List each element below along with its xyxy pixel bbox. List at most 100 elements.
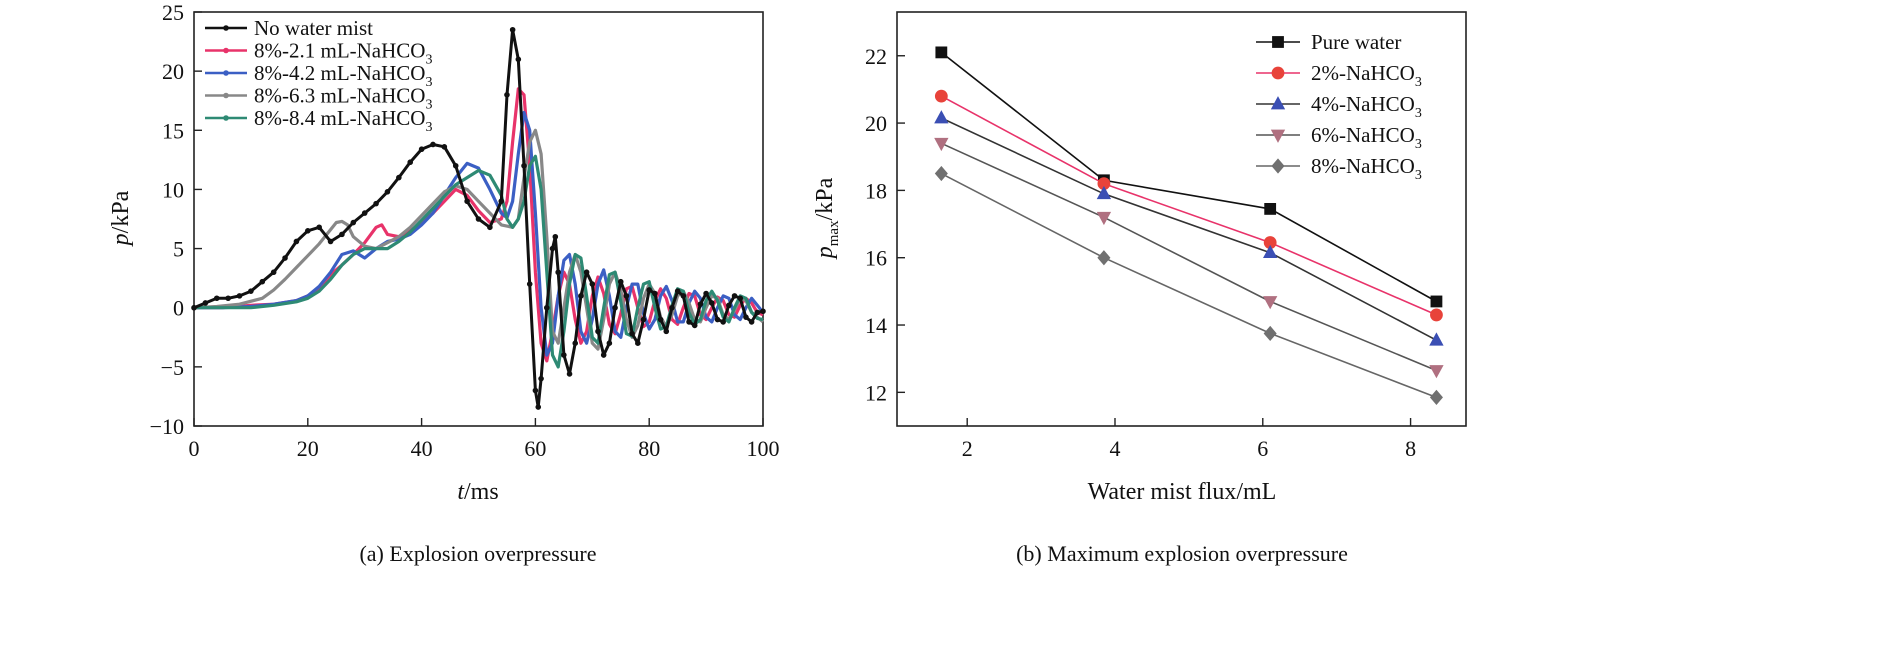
panel-b-y-axis-title: pmax/kPa bbox=[812, 177, 842, 260]
panel-a-data-point bbox=[441, 144, 448, 150]
panel-a-data-point bbox=[697, 301, 704, 307]
a-x-tick-label: 100 bbox=[747, 436, 780, 461]
panel-a-legend-label: 8%-6.3 mL-NaHCO3 bbox=[254, 84, 432, 113]
b-y-tick-label: 16 bbox=[865, 246, 887, 271]
panel-a-series-line bbox=[194, 110, 765, 357]
panel-b-legend-marker bbox=[1271, 158, 1285, 174]
panel-a-data-point bbox=[635, 340, 641, 347]
panel-a-series-1 bbox=[191, 26, 766, 410]
a-x-tick-label: 60 bbox=[524, 436, 546, 461]
panel-b-data-point bbox=[1429, 365, 1444, 379]
panel-a-data-point bbox=[418, 146, 425, 153]
panel-b-y-ticks: 12 14 16 18 20 22 bbox=[865, 44, 905, 405]
panel-a-data-point bbox=[191, 304, 197, 311]
a-y-tick-label: 0 bbox=[173, 296, 184, 321]
panel-a-legend-label: 8%-2.1 mL-NaHCO3 bbox=[254, 39, 432, 68]
panel-a-data-point bbox=[552, 233, 559, 240]
panel-a-data-point bbox=[504, 92, 510, 98]
b-x-tick-label: 6 bbox=[1257, 436, 1268, 461]
panel-a-data-point bbox=[538, 375, 544, 382]
panel-a-data-point bbox=[316, 224, 322, 231]
panel-b-data-point bbox=[1264, 203, 1277, 215]
b-y-tick-label: 12 bbox=[865, 380, 887, 405]
panel-a-data-point bbox=[669, 304, 675, 311]
panel-b-data-point bbox=[1430, 295, 1443, 308]
panel-a-data-point bbox=[407, 159, 414, 166]
panel-a-data-point bbox=[350, 219, 357, 226]
panel-a-data-point bbox=[373, 200, 379, 207]
panel-b-maximum-explosion-overpressure: 2 4 6 8 12 14 16 18 20 22 Pure water 2%-NaHCO34%-… bbox=[812, 11, 1467, 566]
panel-a-y-axis-title: p/kPa bbox=[108, 190, 134, 247]
panel-b-caption: (b) Maximum explosion overpressure bbox=[1016, 541, 1348, 566]
a-x-tick-label: 40 bbox=[411, 436, 433, 461]
a-y-tick-label: 15 bbox=[162, 118, 184, 143]
panel-b-legend-item: 8%-NaHCO3 bbox=[1256, 154, 1422, 183]
b-x-tick-label: 2 bbox=[962, 436, 973, 461]
panel-a-series-line bbox=[194, 154, 764, 369]
panel-a-data-point bbox=[561, 352, 567, 358]
panel-b-data-point bbox=[934, 165, 948, 182]
b-y-tick-label: 18 bbox=[865, 178, 887, 203]
panel-a-legend-marker bbox=[223, 70, 229, 76]
panel-a-data-point bbox=[430, 141, 436, 148]
panel-a-x-axis-title: t/ms bbox=[457, 479, 498, 505]
panel-a-data-point bbox=[236, 293, 243, 299]
panel-b-legend-marker bbox=[1271, 66, 1285, 80]
panel-a-data-point bbox=[304, 228, 311, 234]
panel-a-data-point bbox=[623, 293, 630, 299]
b-x-tick-label: 8 bbox=[1405, 436, 1416, 461]
panel-b-x-ticks: 2 4 6 8 bbox=[962, 418, 1416, 461]
panel-a-data-point bbox=[566, 371, 573, 377]
panel-a-data-point bbox=[754, 309, 761, 316]
panel-a-data-point bbox=[617, 278, 624, 285]
panel-b-series-line bbox=[940, 117, 1437, 341]
panel-a-data-point bbox=[595, 328, 601, 335]
b-y-tick-label: 22 bbox=[865, 44, 887, 69]
panel-a-explosion-overpressure: 0 20 40 60 80 100 −10 −5 0 5 10 15 20 25 No water mi… bbox=[108, 0, 780, 566]
panel-a-data-point bbox=[726, 302, 732, 309]
panel-b-legend-label: 4%-NaHCO3 bbox=[1311, 92, 1422, 121]
panel-b-x-axis-title: Water mist flux/mL bbox=[1088, 479, 1277, 505]
panel-a-data-point bbox=[583, 269, 590, 276]
panel-b-data-point bbox=[1263, 325, 1277, 342]
a-x-tick-label: 80 bbox=[638, 436, 660, 461]
panel-a-legend-item: 8%-4.2 mL-NaHCO3 bbox=[205, 61, 432, 90]
panel-a-data-point bbox=[515, 56, 522, 63]
a-y-tick-label: 10 bbox=[162, 177, 184, 202]
panel-a-data-point bbox=[606, 340, 613, 347]
a-y-tick-label: 20 bbox=[162, 59, 184, 84]
b-y-tick-label: 14 bbox=[865, 313, 887, 338]
panel-b-series-line bbox=[940, 51, 1437, 303]
panel-a-data-point bbox=[259, 278, 266, 285]
panel-a-data-point bbox=[327, 238, 334, 245]
panel-a-series-5 bbox=[194, 154, 764, 369]
panel-a-data-point bbox=[475, 216, 482, 222]
panel-a-data-point bbox=[663, 328, 670, 335]
panel-a-data-point bbox=[452, 162, 459, 169]
panel-a-data-point bbox=[498, 198, 505, 205]
panel-a-data-point bbox=[760, 308, 766, 315]
panel-a-data-point bbox=[640, 316, 647, 323]
panel-a-legend-marker bbox=[223, 25, 229, 31]
panel-b-legend-marker bbox=[1270, 96, 1286, 110]
panel-b-legend: Pure water 2%-NaHCO34%-NaHCO36%-NaHCO38%-… bbox=[1256, 30, 1422, 183]
panel-b-legend-item: Pure water bbox=[1256, 30, 1401, 54]
panel-a-data-point bbox=[686, 319, 692, 325]
panel-a-legend-label: 8%-8.4 mL-NaHCO3 bbox=[254, 106, 432, 135]
panel-a-data-point bbox=[549, 245, 556, 252]
panel-b-series-5 bbox=[934, 165, 1443, 406]
panel-a-data-point bbox=[361, 210, 368, 216]
a-x-tick-label: 0 bbox=[189, 436, 200, 461]
panel-a-data-point bbox=[748, 319, 755, 325]
panel-a-caption: (a) Explosion overpressure bbox=[359, 541, 596, 566]
panel-a-data-point bbox=[248, 288, 254, 294]
a-y-tick-label: 5 bbox=[173, 237, 184, 262]
panel-b-legend-item: 4%-NaHCO3 bbox=[1256, 92, 1422, 121]
panel-a-legend-marker bbox=[223, 47, 229, 54]
panel-a-data-point bbox=[708, 300, 715, 306]
panel-b-legend-label: 6%-NaHCO3 bbox=[1311, 123, 1422, 152]
panel-b-legend-label: 2%-NaHCO3 bbox=[1311, 61, 1422, 90]
panel-b-legend-marker bbox=[1270, 129, 1286, 143]
panel-b-data-point bbox=[1096, 185, 1112, 200]
panel-a-data-point bbox=[612, 304, 618, 311]
